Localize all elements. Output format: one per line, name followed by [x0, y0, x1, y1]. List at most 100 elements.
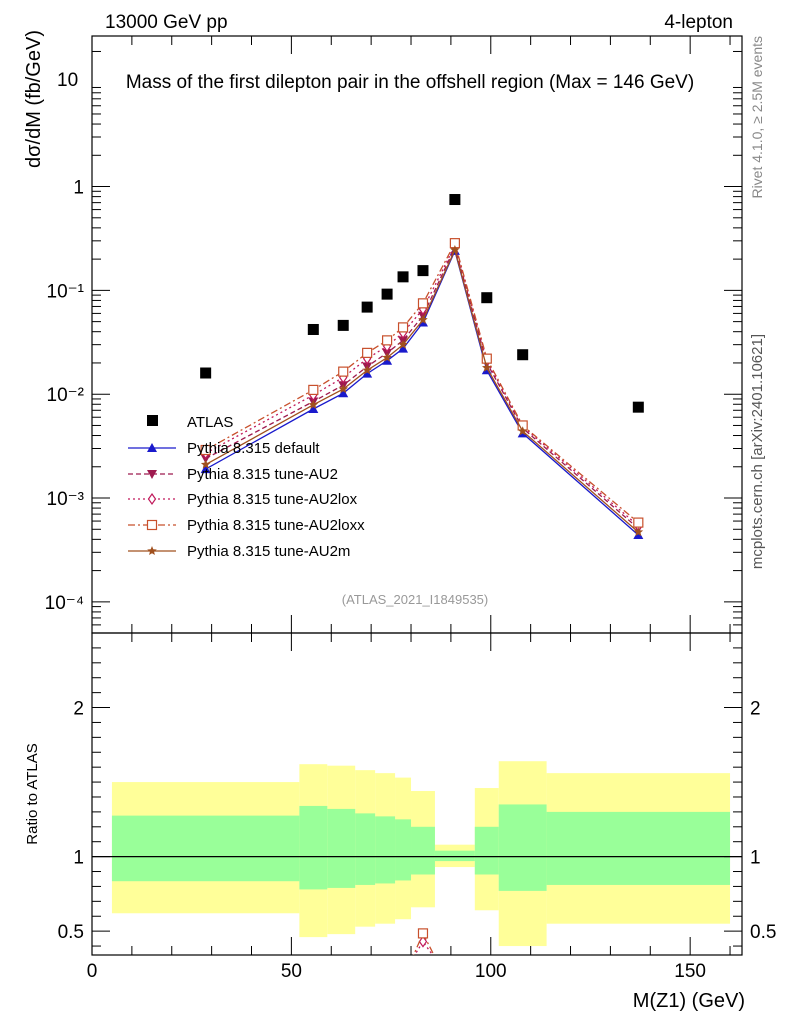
ratio-series-clipped — [412, 928, 435, 955]
ratio-tick-label-left: 0.5 — [58, 922, 84, 943]
ratio-band-inner-6 — [411, 826, 435, 875]
atlas-point — [481, 292, 493, 304]
legend: ATLAS Pythia 8.315 default Pythia 8.315 … — [128, 414, 365, 560]
series-point-4 — [398, 339, 408, 349]
legend-label-default: Pythia 8.315 default — [187, 440, 320, 457]
series-point-3 — [362, 347, 373, 358]
legend-label-au2loxx: Pythia 8.315 tune-AU2loxx — [187, 517, 365, 534]
main-axis-ticks — [91, 36, 742, 633]
ratio-band-inner-8 — [474, 826, 499, 875]
series-point-4 — [338, 384, 348, 394]
legend-label-atlas: ATLAS — [187, 414, 233, 431]
ratio-band-inner-10 — [546, 811, 731, 885]
legend-marker-3 — [146, 519, 158, 531]
series-line-4 — [205, 248, 639, 533]
y-tick-label: 10⁻³ — [47, 489, 85, 510]
ratio-band-inner-1 — [299, 805, 328, 890]
series-point-3 — [200, 444, 211, 456]
atlas-point — [632, 401, 644, 413]
legend-label-au2lox: Pythia 8.315 tune-AU2lox — [187, 491, 358, 508]
atlas-point — [417, 265, 429, 277]
ratio-series-point-0 — [418, 935, 428, 948]
atlas-point — [517, 349, 529, 361]
ratio-tick-label-right: 1 — [750, 848, 761, 869]
ratio-plot-frame — [91, 632, 743, 956]
atlas-data-points — [200, 194, 644, 413]
ratio-band-inner-2 — [327, 808, 356, 888]
y-tick-label: 1 — [73, 178, 84, 199]
y-tick-label: 10⁻¹ — [47, 281, 85, 302]
legend-label-au2: Pythia 8.315 tune-AU2 — [187, 466, 338, 483]
series-point-3 — [381, 335, 393, 346]
x-tick-labels: 0 50 100 150 — [87, 961, 706, 982]
y-axis-label: dσ/dM (fb/GeV) — [23, 30, 45, 168]
atlas-point — [449, 194, 461, 206]
x-tick-label: 0 — [87, 961, 98, 982]
y-tick-label: 10⁻⁴ — [45, 593, 84, 614]
series-point-0 — [308, 404, 319, 414]
atlas-point — [361, 301, 373, 313]
channel-label: 4-lepton — [664, 12, 733, 33]
ratio-tick-label-left: 1 — [73, 848, 84, 869]
legend-marker-atlas — [147, 415, 158, 426]
ratio-band-inner-3 — [355, 813, 376, 885]
series-point-3 — [308, 384, 319, 396]
ratio-band-inner-9 — [498, 804, 547, 891]
series-point-3 — [417, 298, 429, 309]
ratio-tick-labels: 0.5 0.5 1 1 2 2 — [58, 699, 777, 944]
series-point-0 — [382, 355, 393, 365]
ratio-tick-label-right: 2 — [750, 699, 761, 720]
series-point-4 — [418, 314, 428, 324]
series-point-3 — [338, 366, 349, 377]
ratio-tick-label-right: 0.5 — [750, 922, 776, 943]
analysis-label: (ATLAS_2021_I1849535) — [342, 592, 488, 607]
legend-marker-4 — [147, 546, 157, 555]
series-line-3 — [205, 241, 639, 524]
ratio-axis-ticks — [91, 633, 742, 955]
ratio-series-lines — [412, 928, 435, 955]
y-tick-labels: 10⁻⁴ 10⁻³ 10⁻² 10⁻¹ 1 — [45, 178, 84, 614]
y-tick-label: 10⁻² — [47, 385, 85, 406]
series-point-3 — [633, 517, 644, 528]
chart-title-overflow: 10 — [57, 70, 78, 91]
series-point-4 — [362, 365, 372, 375]
x-tick-label: 100 — [475, 961, 507, 982]
legend-marker-1 — [147, 470, 157, 479]
ratio-y-axis-label: Ratio to ATLAS — [24, 743, 41, 844]
series-point-4 — [450, 245, 460, 254]
chart-title: Mass of the first dilepton pair in the o… — [126, 72, 694, 93]
ratio-band-inner-0 — [111, 815, 300, 882]
rivet-label: Rivet 4.1.0, ≥ 2.5M events — [749, 36, 765, 199]
ratio-band-inner-5 — [395, 819, 412, 881]
series-point-4 — [382, 352, 392, 362]
energy-label: 13000 GeV pp — [105, 12, 228, 33]
series-point-4 — [308, 399, 319, 409]
series-point-0 — [338, 388, 349, 398]
series-line-1 — [205, 245, 639, 529]
series-point-0 — [200, 464, 211, 474]
atlas-point — [307, 323, 319, 335]
legend-markers — [146, 443, 158, 555]
series-point-4 — [482, 362, 492, 372]
ratio-band-inner-4 — [375, 816, 396, 884]
series-point-4 — [517, 426, 528, 436]
x-tick-label: 150 — [674, 961, 706, 982]
series-point-4 — [633, 527, 644, 537]
ratio-series-point-1 — [417, 928, 429, 939]
series-point-0 — [633, 530, 644, 540]
ratio-tick-label-left: 2 — [73, 699, 84, 720]
atlas-point — [337, 319, 349, 331]
legend-marker-2 — [147, 492, 157, 506]
atlas-point — [200, 367, 212, 379]
atlas-point — [381, 288, 393, 300]
ratio-uncertainty-bands — [111, 761, 731, 947]
legend-marker-0 — [147, 443, 157, 452]
series-line-2 — [205, 243, 639, 527]
x-tick-label: 50 — [281, 961, 302, 982]
series-point-0 — [398, 343, 409, 353]
mc-series-lines — [200, 238, 644, 540]
mcplots-label: mcplots.cern.ch [arXiv:2401.10621] — [749, 334, 766, 569]
series-point-4 — [200, 459, 211, 469]
series-point-0 — [362, 368, 373, 378]
